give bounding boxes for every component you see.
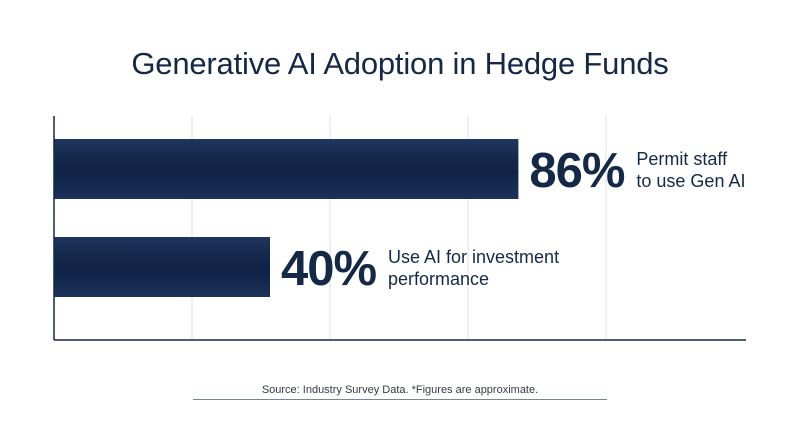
bar-description-line: to use Gen AI <box>636 171 746 191</box>
bar-description-line: Permit staff <box>636 149 728 169</box>
bar-value-label-2: 40% <box>281 242 377 296</box>
chart-title: Generative AI Adoption in Hedge Funds <box>131 46 669 81</box>
bar-1 <box>54 139 519 199</box>
bars <box>54 139 519 297</box>
bar-2 <box>54 237 270 297</box>
bar-description-line: Use AI for investment <box>388 247 560 267</box>
bar-value-label-1: 86% <box>529 144 625 198</box>
bar-description-2: Use AI for investment performance <box>388 246 568 290</box>
bar-description-1: Permit staff to use Gen AI <box>636 148 800 192</box>
source-note: Source: Industry Survey Data. *Figures a… <box>261 384 539 396</box>
bar-description-line: performance <box>388 269 490 289</box>
source-divider <box>193 399 607 400</box>
